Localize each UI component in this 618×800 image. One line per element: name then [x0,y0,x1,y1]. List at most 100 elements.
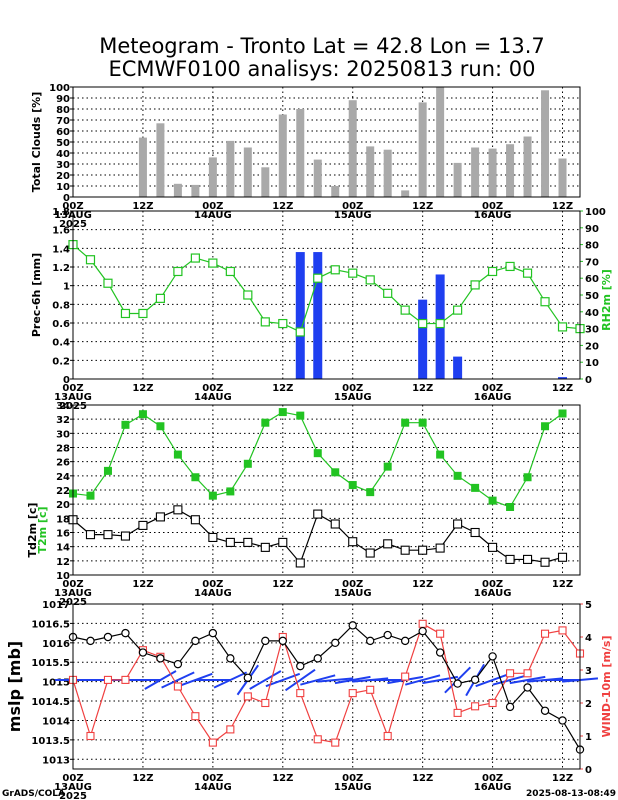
rh2m-point [295,327,305,337]
x-tick-label: 12Z [132,383,153,394]
t2m-point [506,503,515,511]
y2-tick-label: 50 [585,291,599,302]
panel-border [72,404,581,576]
mslp-point [331,638,340,648]
t2m-point [226,487,235,496]
wind-barb [317,677,354,683]
y-tick-label: 12 [56,557,70,568]
wind10m-point [348,689,357,698]
td2m-point [208,532,218,543]
wind10m-point [418,619,427,628]
panel-border [72,210,581,380]
y-tick-label: 1014.5 [31,697,70,708]
td2m-point [278,537,288,547]
cloud-bar [348,100,357,197]
y2-tick-label: 4 [585,633,592,644]
cloud-bar [138,137,147,197]
mslp-point [156,654,165,663]
rh2m-point [540,297,550,307]
x-year-label: 2025 [59,791,87,800]
rh2m-point [470,280,480,290]
cloud-bar [208,157,217,197]
mslp-point [435,648,445,657]
y2-tick-label: 10 [585,358,599,369]
cloud-bar [471,147,480,197]
y-tick-label: 1016.5 [31,619,70,630]
wind-barb [509,675,546,685]
x-tick-label: 00Z [202,383,223,394]
wind10m-point [261,698,270,708]
x-tick-label: 12Z [552,773,573,784]
td2m-point [313,509,323,519]
wind10m-line [72,622,581,744]
y2-tick-label: 70 [585,257,599,268]
y2-tick-label: 5 [585,600,592,611]
rh2m-point [190,253,200,263]
cloud-bar [173,183,182,197]
y-tick-label: 34 [56,401,70,412]
y2-tick-label: 100 [585,207,606,218]
x-date-label: 13AUG [54,392,92,403]
rh2m-point [348,268,358,278]
mslp-point [313,654,322,663]
wind-barb [492,674,528,686]
y-tick-label: 1.2 [52,263,70,274]
t2m-point [558,409,567,418]
mslp-point [558,716,567,725]
x-tick-label: 00Z [482,579,503,590]
cloud-bar [541,90,550,197]
td2m-point [523,554,533,564]
rh2m-point [243,290,253,300]
t2m-point [138,410,147,419]
y-tick-label: 100 [49,83,70,94]
x-date-label: 16AUG [474,588,512,599]
td2m-point [295,558,305,568]
wind10m-point [558,626,567,635]
y2-tick-label: 20 [585,341,599,352]
rh2m-point [522,268,533,278]
td2m-point [190,515,200,525]
t2m-point [121,420,130,429]
x-tick-label: 12Z [412,383,433,394]
y-tick-label: 20 [56,171,70,182]
t2m-point [243,459,252,468]
axis-title: RH2m [%] [600,269,613,331]
t2m-point [331,468,340,477]
y-tick-label: 1014 [42,716,70,727]
y-tick-label: 60 [56,127,70,138]
wind10m-point [86,731,95,741]
mslp-point [261,636,270,646]
mslp-point [278,636,287,646]
t2m-point [471,483,480,492]
panel-border [72,86,581,198]
td2m-point [435,543,445,553]
cloud-bar [558,158,567,197]
x-tick-label: 00Z [202,201,223,212]
wind10m-point [436,629,445,638]
x-date-label: 15AUG [334,392,372,403]
y-tick-label: 16 [56,529,70,540]
td2m-point [103,530,113,540]
mslp-point [366,636,375,646]
wind10m-point [383,731,392,741]
axis-title: Total Clouds [%] [30,92,43,192]
mslp-point [505,702,515,712]
rh2m-point [418,318,428,329]
y-tick-label: 26 [56,458,70,469]
t2m-point [453,471,462,480]
t2m-point [523,473,532,482]
td2m-point [505,554,515,564]
y-tick-label: 40 [56,149,70,160]
t2m-point [401,418,410,427]
td2m-point [85,530,96,540]
x-tick-label: 00Z [62,579,83,590]
x-tick-label: 12Z [272,201,293,212]
y2-tick-label: 0 [585,375,592,386]
x-date-label: 13AUG [54,588,92,599]
x-date-label: 15AUG [334,588,372,599]
wind-barb [265,672,301,688]
wind10m-point [208,738,217,747]
cloud-bar [366,146,375,197]
y-tick-label: 22 [56,486,70,497]
x-date-label: 14AUG [194,782,232,793]
